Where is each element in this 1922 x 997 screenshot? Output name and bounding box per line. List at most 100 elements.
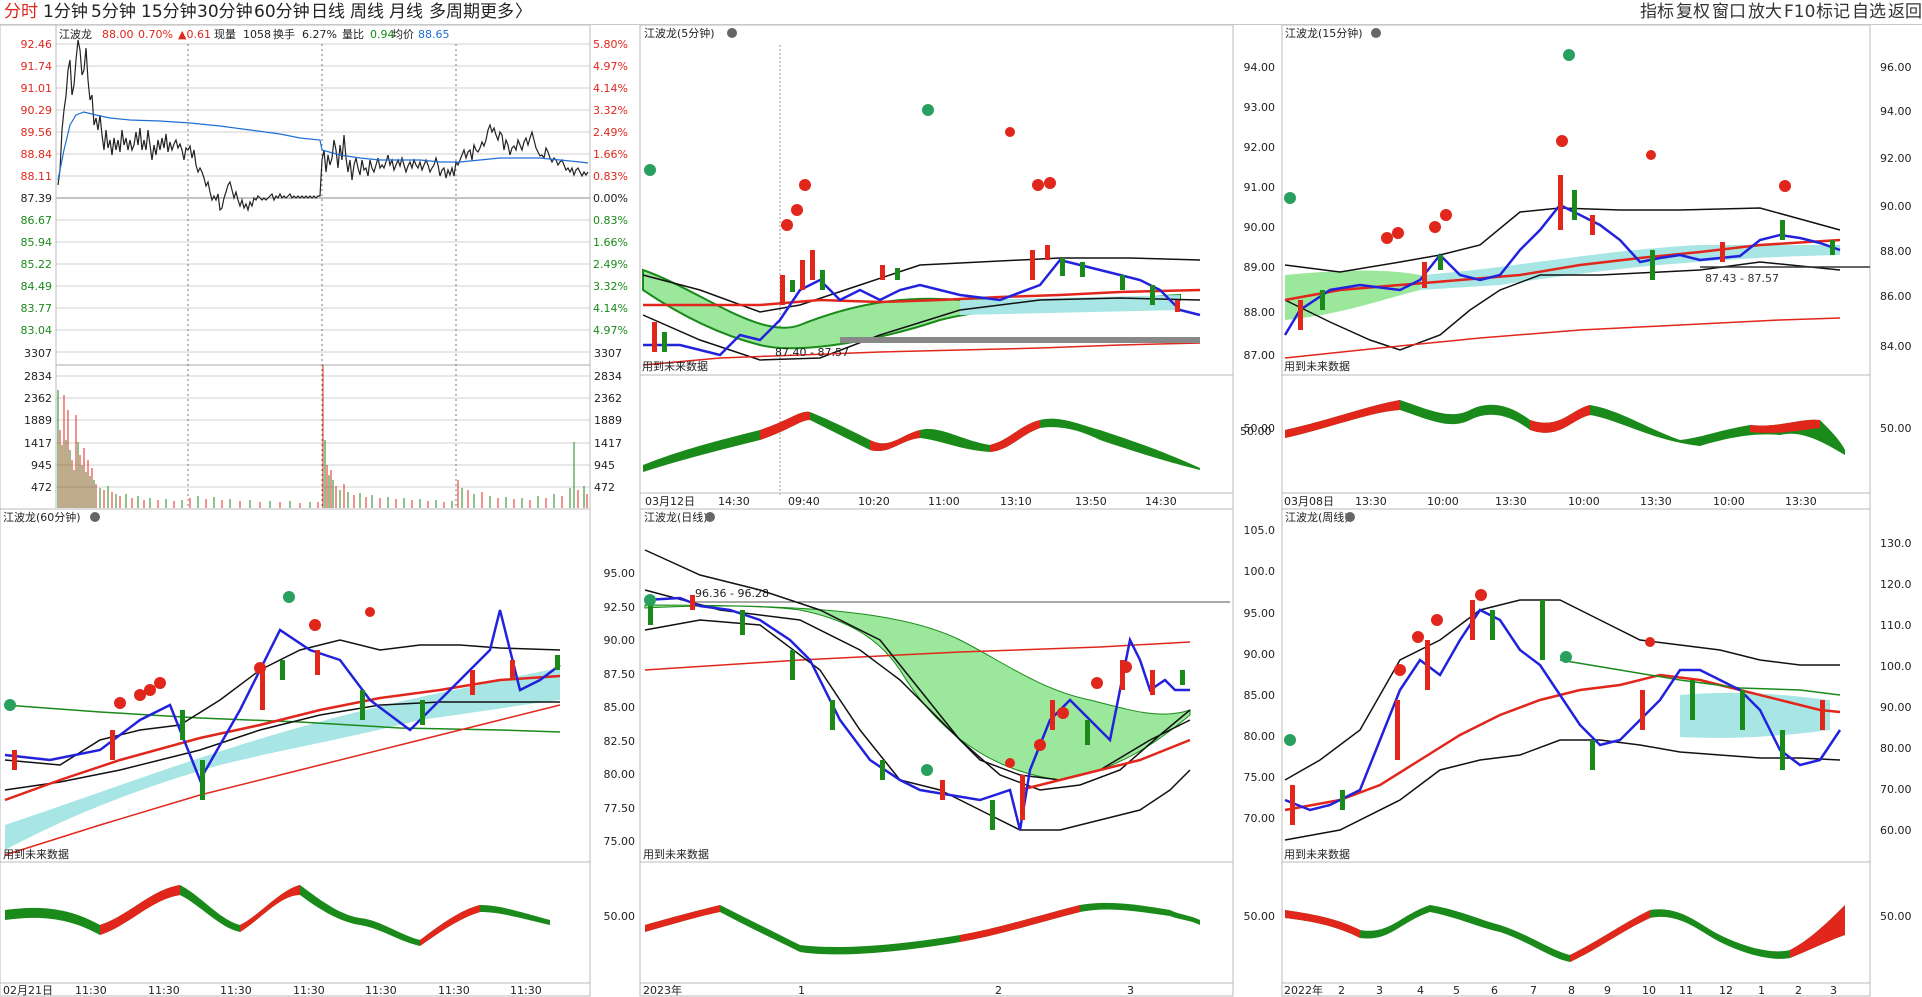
x-tick: 13:10 <box>1000 495 1032 508</box>
sell-signal-icon <box>1381 232 1393 244</box>
intraday-avg-label: 均价 <box>392 28 414 41</box>
price-tick: 85.94 <box>21 236 53 249</box>
x-tick: 3 <box>1830 984 1837 997</box>
tab-60min[interactable]: 60分钟 <box>254 2 310 22</box>
signal-badge-icon <box>283 591 295 603</box>
settings-dropdown-icon[interactable] <box>727 28 737 38</box>
intraday-change-pct: 0.70% <box>138 28 173 41</box>
pct-tick: 4.14% <box>593 302 628 315</box>
chart-weekly-panel[interactable]: 江波龙(周线) 105.0 100.0 95.00 90.00 85.00 80… <box>1244 508 1912 997</box>
pct-tick: 1.66% <box>593 236 628 249</box>
y-tick: 85.00 <box>1244 689 1276 702</box>
band-cyan-weekly <box>1680 692 1830 738</box>
watchlist-button[interactable]: 自选 <box>1852 2 1886 22</box>
indicator-button[interactable]: 指标 <box>1640 2 1674 22</box>
chart-daily-panel[interactable]: 江波龙(日线) 95.00 92.50 90.00 87.50 85.00 82… <box>604 508 1234 997</box>
sell-signal-icon <box>254 662 266 674</box>
candle <box>1425 640 1430 690</box>
sell-signal-icon <box>134 689 146 701</box>
more-chevron-icon[interactable]: 〉 <box>515 2 532 22</box>
ma-black-lower <box>642 297 1201 361</box>
candle <box>880 265 885 280</box>
price-tick: 86.67 <box>21 214 53 227</box>
y-tick-right: 90.00 <box>1880 701 1912 714</box>
x-axis-5min: 03月12日 14:30 09:40 10:20 11:00 13:10 13:… <box>645 495 1177 508</box>
intraday-time-dividers <box>187 44 457 508</box>
sell-signal-icon <box>114 697 126 709</box>
intraday-pct-axis: 5.80% 4.97% 4.14% 3.32% 2.49% 1.66% 0.83… <box>593 38 628 337</box>
f10-button[interactable]: F10 <box>1784 2 1816 22</box>
y-tick: 80.00 <box>1244 730 1276 743</box>
sell-signal-icon <box>1440 209 1452 221</box>
settings-dropdown-icon[interactable] <box>705 512 715 522</box>
sell-signal-icon <box>1556 135 1568 147</box>
window-button[interactable]: 窗口 <box>1712 2 1746 22</box>
tab-more[interactable]: 更多 <box>480 2 514 22</box>
x-axis-weekly: 2022年 2 3 4 5 6 7 8 9 10 11 12 1 2 3 <box>1284 983 1837 997</box>
vol-tick-right: 3307 <box>594 347 622 360</box>
settings-dropdown-icon[interactable] <box>90 512 100 522</box>
y-tick: 95.00 <box>604 567 636 580</box>
tab-1min[interactable]: 1分钟 <box>43 2 88 22</box>
back-button[interactable]: 返回 <box>1888 2 1922 22</box>
settings-dropdown-icon[interactable] <box>1371 28 1381 38</box>
y-tick: 50.00 <box>1244 910 1276 923</box>
signal-badge-icon <box>922 104 934 116</box>
y-axis-15min: 94.00 93.00 92.00 91.00 90.00 89.00 88.0… <box>1244 61 1276 435</box>
candle <box>1490 610 1495 640</box>
candle <box>1780 220 1785 240</box>
tab-timeshare[interactable]: 分时 <box>4 2 38 22</box>
candle <box>1180 670 1185 685</box>
chart-15min-panel[interactable]: 江波龙(15分钟) 94.00 93.00 92.00 91.00 90.00 … <box>1244 25 1912 510</box>
candles-60min <box>12 650 560 800</box>
chart-15min-title: 江波龙(15分钟) <box>1285 26 1363 40</box>
tab-monthly[interactable]: 月线 <box>389 2 423 22</box>
support-zone <box>840 337 1200 343</box>
x-tick: 10:00 <box>1427 495 1459 508</box>
y-axis-weekly: 105.0 100.0 95.00 90.00 85.00 80.00 75.0… <box>1244 524 1276 923</box>
signal-badge-icon <box>921 764 933 776</box>
future-data-hint: 用到未来数据 <box>642 359 708 373</box>
chart-60min-panel[interactable]: 江波龙(60分钟) 用到未来数据 02月21日 <box>0 508 591 997</box>
future-data-hint: 用到未来数据 <box>1284 359 1350 373</box>
mark-button[interactable]: 标记 <box>1816 2 1850 22</box>
macd-blue-daily <box>644 596 1190 831</box>
adjust-button[interactable]: 复权 <box>1676 2 1710 22</box>
candle <box>1572 190 1577 220</box>
candle <box>200 760 205 800</box>
tab-5min[interactable]: 5分钟 <box>91 2 136 22</box>
pct-tick: 3.32% <box>593 280 628 293</box>
intraday-current-vol-label: 现量 <box>214 28 236 41</box>
pct-tick: 5.80% <box>593 38 628 51</box>
candle <box>895 268 900 280</box>
candle <box>1780 730 1785 770</box>
candle <box>810 250 815 280</box>
tab-15min[interactable]: 15分钟 <box>141 2 197 22</box>
x-tick: 13:30 <box>1640 495 1672 508</box>
macd-blue-60 <box>4 609 561 783</box>
y-tick-right: 130.0 <box>1880 537 1912 550</box>
tab-daily[interactable]: 日线 <box>311 2 345 22</box>
ma-black-upper <box>642 257 1201 313</box>
oscillator-wave-weekly <box>1285 905 1845 962</box>
tab-weekly[interactable]: 周线 <box>350 2 384 22</box>
zoom-button[interactable]: 放大 <box>1748 2 1782 22</box>
tab-multi-period[interactable]: 多周期 <box>429 2 480 22</box>
chart-daily-title: 江波龙(日线) <box>644 510 708 524</box>
chart-5min-panel[interactable]: 江波龙(5分钟) 87.40 - 87.57 <box>639 25 1272 510</box>
butterfly-icon <box>1005 758 1015 768</box>
vol-tick: 2362 <box>24 392 52 405</box>
tab-30min[interactable]: 30分钟 <box>197 2 253 22</box>
x-tick: 12 <box>1719 984 1733 997</box>
intraday-panel[interactable]: 江波龙 88.00 0.70% ▲0.61 现量 1058 换手 6.27% 量… <box>0 25 628 510</box>
y-tick-right: 92.00 <box>1880 152 1912 165</box>
candle <box>1290 785 1295 825</box>
sell-signal-icon <box>1057 707 1069 719</box>
macd-blue-15 <box>1283 203 1841 336</box>
candle <box>1470 600 1475 640</box>
y-tick: 87.50 <box>604 668 636 681</box>
price-tick: 85.22 <box>21 258 53 271</box>
x-axis-60min: 02月21日 11:30 11:30 11:30 11:30 11:30 11:… <box>3 984 542 997</box>
settings-dropdown-icon[interactable] <box>1345 512 1355 522</box>
x-tick: 3 <box>1127 984 1134 997</box>
